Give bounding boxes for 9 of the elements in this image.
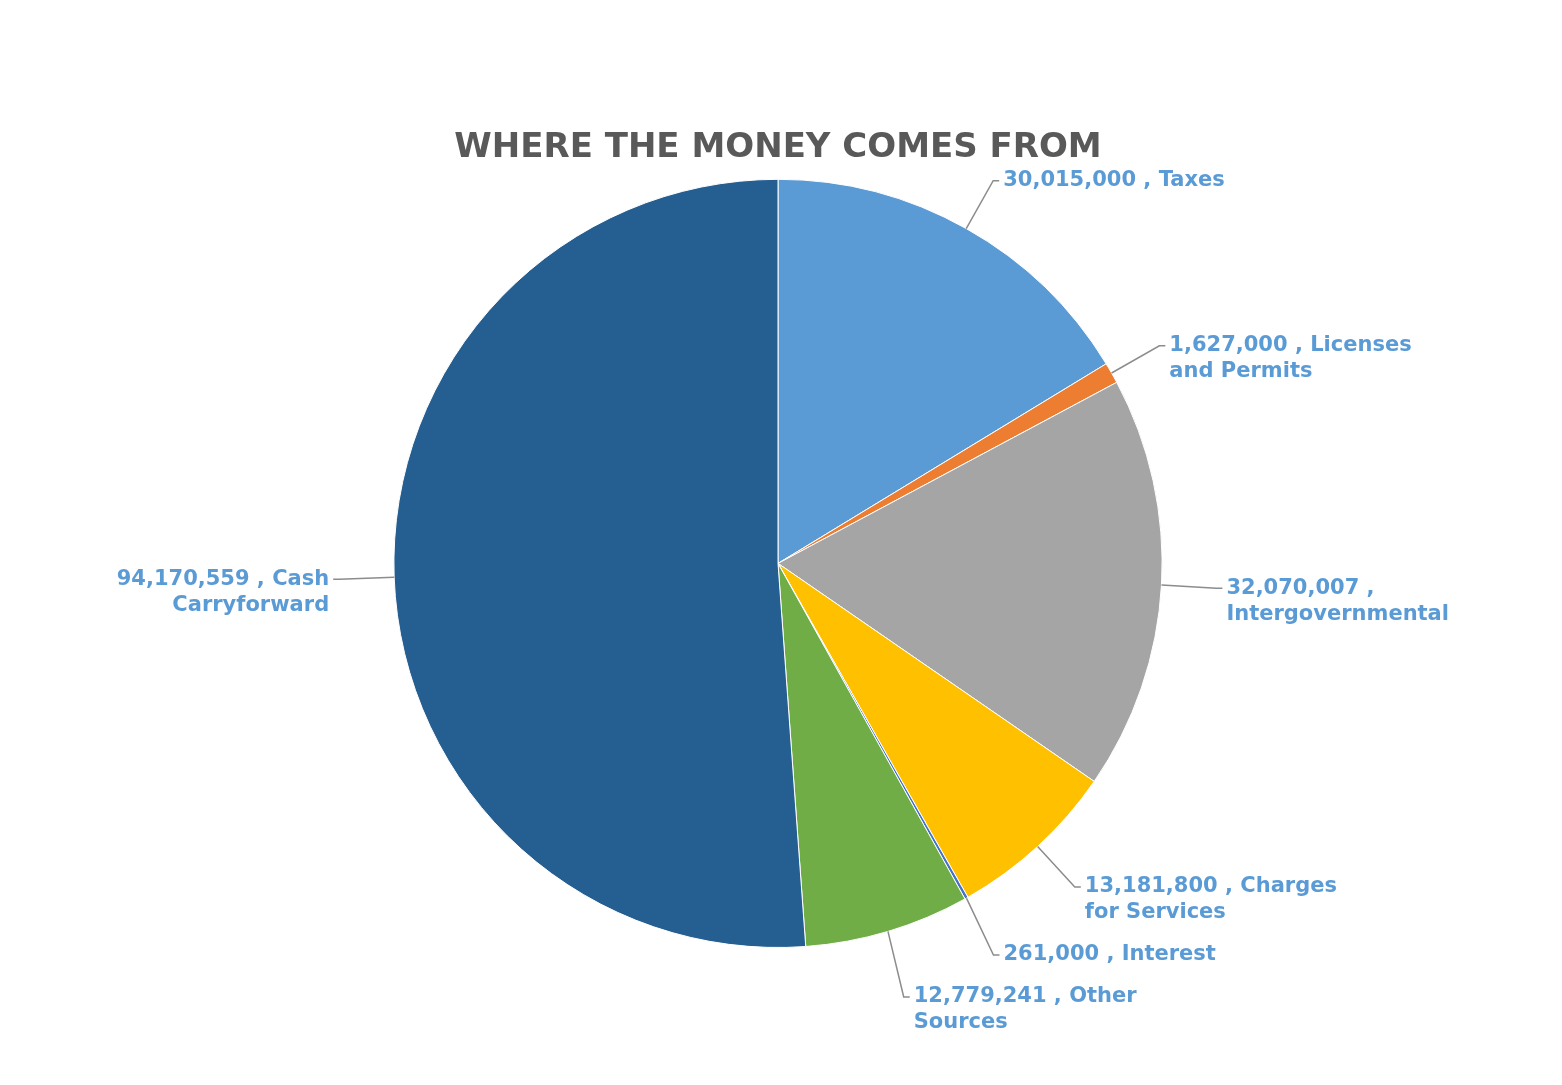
slice-label: 13,181,800 , Charges for Services	[1084, 873, 1337, 924]
slice-label: 94,170,559 , Cash Carryforward	[116, 565, 330, 616]
chart-title: WHERE THE MONEY COMES FROM	[454, 125, 1102, 166]
slice-label: 261,000 , Interest	[1003, 941, 1216, 966]
slice-label: 1,627,000 , Licenses and Permits	[1169, 332, 1412, 383]
slice-label: 30,015,000 , Taxes	[1003, 167, 1225, 192]
slice-label: 12,779,241 , Other Sources	[913, 983, 1138, 1034]
data-label: 32,070,007 ,	[1226, 574, 1375, 599]
slice-label: Intergovernmental	[1226, 600, 1449, 625]
